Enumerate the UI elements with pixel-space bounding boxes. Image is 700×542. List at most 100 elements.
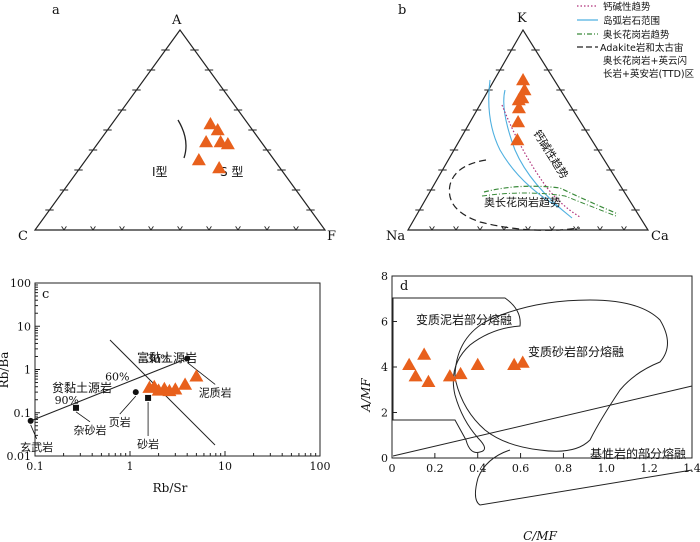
ternary-b-ticks [415,49,640,231]
vertex-a-top: A [171,13,182,28]
ternary-a-triangle [33,28,327,231]
panel-d-xtick-label: 1.0 [598,462,616,475]
end-member-label: 页岩 [109,415,131,429]
panel-a-sample-marker [212,161,227,174]
end-member-marker [132,389,139,396]
panel-c-label: c [42,287,49,302]
legend-adakite: Adakite岩和太古宙 [600,42,683,54]
panel-b-sample-marker [517,83,532,96]
panel-a: a A C F I型 S 型 [18,3,336,244]
panel-b-sample-marker [515,91,530,104]
panel-d-ytick-label: 0 [381,452,388,465]
end-member-marker [145,394,152,401]
panel-d-samples [402,347,530,388]
adakite-ttd-field [448,159,581,231]
legend-calc-alkaline: 钙碱性趋势 [603,1,651,13]
ternary-tick [453,226,459,231]
ternary-tick [206,226,212,231]
panel-c-xtick-label: 0.1 [26,460,44,473]
vertex-a-right: F [327,229,336,244]
panel-c-xtick-label: 10 [218,460,232,473]
panel-c-ytick-label: 10 [17,320,31,333]
panel-a-sample-marker [203,117,218,130]
panel-c-ylabel: Rb/Ba [0,352,11,389]
ternary-tick [573,226,579,231]
ternary-tick [477,226,483,231]
i-s-boundary [177,119,187,159]
trondhjemite-trend-1 [483,185,619,215]
ternary-a-ticks [45,49,315,231]
end-member-arrow [119,395,137,415]
ternary-tick [177,226,183,231]
island-arc-line-1 [503,89,573,219]
panel-c-sample-marker [168,382,183,395]
panel-a-sample-marker [210,123,225,136]
mixing-line [30,357,188,422]
legend-ttd-line-1: 奥长花岗岩+英云闪 [603,55,687,67]
panel-c-samples [142,369,204,397]
mixing-percent-label: 90% [55,394,79,407]
panel-d-ylabel: A/MF [359,378,373,413]
mixing-percent-label: 30% [146,353,170,366]
panel-d-frame [391,275,693,459]
panel-d-xtick-label: 0.4 [469,462,487,475]
panel-d-xtick-label: 0.6 [512,462,530,475]
panel-d-xtick-label: 0 [389,462,396,475]
end-member-label: 泥质岩 [199,385,232,399]
end-member-arrow [186,362,216,385]
metagreywacke-label: 变质砂岩部分熔融 [528,344,624,359]
panel-b-sample-marker [511,115,526,128]
panel-b-sample-marker [510,133,525,146]
panel-a-sample-marker [199,135,214,148]
ternary-tick [90,226,96,231]
panel-b-sample-marker [511,101,526,114]
trondhjemite-trend-2 [481,192,617,217]
panel-b-legend: 钙碱性趋势 岛弧岩石范围 奥长花岗岩趋势 Adakite岩和太古宙 奥长花岗岩+… [577,1,695,80]
panel-d-xtick-label: 0.2 [426,462,444,475]
mafic-upper-line [392,385,693,457]
panel-a-sample-marker [220,137,235,150]
metapelite-field [392,297,521,453]
end-member-arrow [75,411,91,423]
end-member-arrow [30,424,38,439]
legend-trondhjemite: 奥长花岗岩趋势 [603,29,670,41]
metagreywacke-field [454,299,668,452]
ternary-tick [264,226,270,231]
ternary-tick [429,226,435,231]
vertex-b-right: Ca [651,229,669,244]
panel-d-ytick-label: 2 [381,407,388,420]
clay-poor-label: 贫黏土源岩 [52,380,112,395]
end-member-marker [72,404,79,411]
panel-d-sample-marker [515,355,530,368]
ternary-tick [148,226,154,231]
panel-c-sample-marker [189,369,204,382]
end-member-label: 杂砂岩 [73,423,106,437]
panel-d-xlabel: C/MF [523,529,558,542]
panel-c-ytick-label: 0.01 [7,450,32,463]
mixing-percent-label: 60% [105,371,129,384]
panel-c-xtick-label: 1 [127,460,134,473]
panel-b: b K Na Ca 钙碱性趋势 奥长花岗岩趋势 钙碱性趋势 岛弧岩石范围 奥长花… [386,1,695,244]
vertex-b-top: K [517,11,527,26]
ternary-tick [235,226,241,231]
panel-d-sample-marker [421,374,436,388]
mafic-label: 基性岩的部分熔融 [590,446,686,461]
vertex-b-left: Na [386,229,405,244]
calc-alkaline-trend-label: 钙碱性趋势 [530,127,571,181]
panel-d-ytick-label: 8 [381,270,388,283]
panel-c-sample-marker [178,377,193,390]
end-member-label: 砂岩 [137,437,159,451]
panel-c-ytick-label: 0.1 [14,407,32,420]
legend-island-arc: 岛弧岩石范围 [603,15,660,27]
legend-ttd-line-2: 长岩+英安岩(TTD)区 [603,68,695,80]
panel-a-sample-marker [191,153,206,166]
vertex-a-left: C [18,229,28,244]
end-member-marker [184,355,191,362]
end-member-label: 玄武岩 [20,440,53,454]
panel-d-xtick-label: 1.4 [683,462,700,475]
panel-d-xtick-label: 1.2 [640,462,658,475]
panel-d-axes: 0 0.2 0.4 0.6 0.8 1.0 1.2 1.4 0 2 4 6 8 [381,270,700,475]
panel-b-label: b [398,3,406,18]
panel-d-label: d [400,279,408,294]
mafic-lower-line [474,449,693,506]
